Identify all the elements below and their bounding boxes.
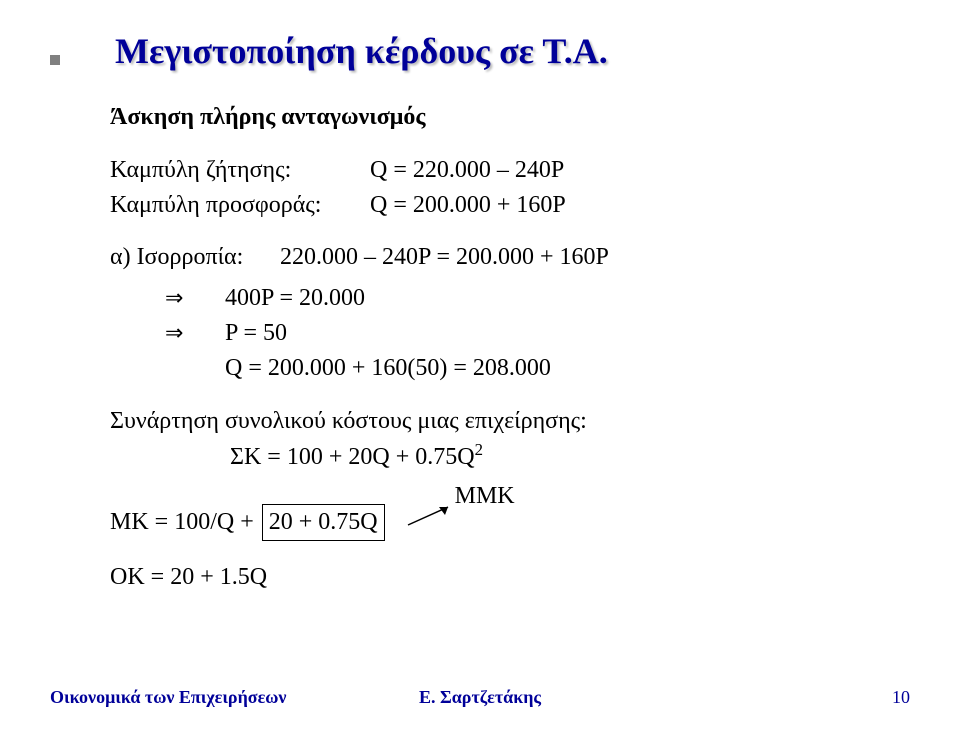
steps: ⇒ 400P = 20.000 ⇒ P = 50 Q = 200.000 + 1… bbox=[165, 281, 900, 385]
slide: Μεγιστοποίηση κέρδους σε Τ.Α. Άσκηση πλή… bbox=[0, 0, 960, 733]
step1: 400P = 20.000 bbox=[225, 281, 365, 316]
mmk-label: ΜΜΚ bbox=[455, 479, 515, 514]
step-row-2: ⇒ P = 50 bbox=[165, 316, 900, 351]
supply-row: Καμπύλη προσφοράς: Q = 200.000 + 160P bbox=[110, 188, 900, 223]
mmk-wrap: ΜΜΚ bbox=[403, 503, 463, 542]
step2: P = 50 bbox=[225, 316, 287, 351]
implies-icon: ⇒ bbox=[165, 317, 225, 349]
footer-center: Ε. Σαρτζετάκης bbox=[50, 687, 910, 708]
cost-fn: ΣΚ = 100 + 20Q + 0.75Q bbox=[230, 444, 475, 470]
equil-row: α) Ισορροπία: 220.000 – 240P = 200.000 +… bbox=[110, 240, 900, 275]
cost-fn-exp: 2 bbox=[475, 440, 483, 459]
implies-icon: ⇒ bbox=[165, 282, 225, 314]
demand-row: Καμπύλη ζήτησης: Q = 220.000 – 240P bbox=[110, 153, 900, 188]
supply-label: Καμπύλη προσφοράς: bbox=[110, 188, 370, 223]
mk-prefix: ΜΚ = 100/Q + bbox=[110, 505, 254, 540]
equil-eq: 220.000 – 240P = 200.000 + 160P bbox=[280, 240, 609, 275]
demand-eq: Q = 220.000 – 240P bbox=[370, 153, 900, 188]
mk-box: 20 + 0.75Q bbox=[262, 504, 385, 541]
footer: Οικονομικά των Επιχειρήσεων Ε. Σαρτζετάκ… bbox=[50, 687, 910, 708]
ok-line: ΟΚ = 20 + 1.5Q bbox=[110, 560, 900, 595]
slide-title: Μεγιστοποίηση κέρδους σε Τ.Α. bbox=[115, 30, 608, 72]
mk-line: ΜΚ = 100/Q + 20 + 0.75Q ΜΜΚ bbox=[110, 503, 900, 542]
supply-eq: Q = 200.000 + 160P bbox=[370, 188, 900, 223]
cost-fn-line: ΣΚ = 100 + 20Q + 0.75Q2 bbox=[230, 438, 900, 475]
step-row-1: ⇒ 400P = 20.000 bbox=[165, 281, 900, 316]
exercise-label: Άσκηση πλήρης ανταγωνισμός bbox=[110, 100, 900, 135]
equil-label: α) Ισορροπία: bbox=[110, 240, 280, 275]
cost-fn-label: Συνάρτηση συνολικού κόστους μιας επιχείρ… bbox=[110, 404, 900, 439]
step-row-3: Q = 200.000 + 160(50) = 208.000 bbox=[165, 351, 900, 386]
title-bullet bbox=[50, 55, 60, 65]
arrow-icon bbox=[403, 503, 463, 531]
demand-label: Καμπύλη ζήτησης: bbox=[110, 153, 370, 188]
content-area: Άσκηση πλήρης ανταγωνισμός Καμπύλη ζήτησ… bbox=[110, 100, 900, 595]
step3: Q = 200.000 + 160(50) = 208.000 bbox=[225, 351, 551, 386]
